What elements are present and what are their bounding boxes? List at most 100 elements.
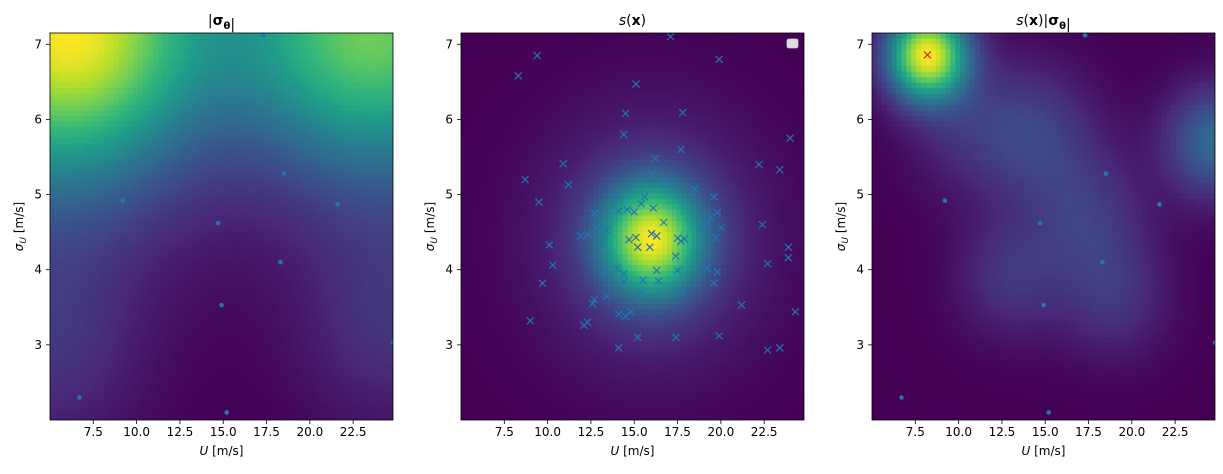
heatmap-cell — [353, 143, 360, 150]
heatmap-cell — [187, 381, 193, 388]
heatmap-cell — [197, 326, 203, 333]
heatmap-cell — [84, 176, 90, 183]
heatmap-cell — [334, 209, 340, 217]
heatmap-cell — [103, 171, 110, 178]
heatmap-cell — [299, 132, 306, 139]
heatmap-cell — [295, 187, 301, 194]
heatmap-cell — [108, 309, 115, 316]
heatmap-cell — [94, 353, 100, 360]
heatmap-cell — [157, 198, 164, 205]
heatmap-cell — [383, 375, 389, 382]
heatmap-cell — [167, 60, 174, 67]
heatmap-cell — [192, 88, 198, 95]
heatmap-cell — [280, 204, 286, 211]
heatmap-cell — [339, 138, 345, 145]
heatmap-cell — [231, 66, 237, 73]
heatmap-cell — [373, 88, 379, 95]
heatmap-cell — [192, 55, 198, 62]
heatmap-cell — [265, 287, 272, 294]
heatmap-cell — [221, 182, 227, 189]
heatmap-cell — [378, 237, 384, 244]
heatmap-cell — [162, 115, 169, 123]
heatmap-cell — [182, 287, 188, 294]
heatmap-cell — [285, 110, 291, 117]
heatmap-cell — [388, 320, 393, 327]
heatmap-cell — [236, 243, 242, 250]
plot-frame — [49, 32, 394, 421]
heatmap-cell — [295, 326, 301, 333]
heatmap-cell — [50, 259, 56, 266]
heatmap-cell — [275, 204, 281, 211]
heatmap-cell — [89, 33, 95, 40]
heatmap-cell — [69, 71, 76, 78]
heatmap-cell — [260, 176, 267, 183]
heatmap-cell — [358, 126, 365, 134]
heatmap-cell — [246, 342, 252, 349]
heatmap-cell — [143, 171, 149, 178]
heatmap-cell — [260, 138, 267, 145]
heatmap-cell — [64, 265, 71, 272]
heatmap-cell — [348, 49, 355, 56]
heatmap-cell — [221, 88, 227, 95]
heatmap-cell — [388, 171, 393, 178]
heatmap-cell — [123, 232, 129, 239]
heatmap-cell — [152, 276, 159, 283]
heatmap-cell — [138, 309, 144, 316]
heatmap-cell — [192, 303, 198, 311]
heatmap-cell — [348, 403, 355, 410]
heatmap-cell — [334, 287, 340, 294]
heatmap-cell — [103, 55, 110, 62]
heatmap-cell — [103, 82, 110, 89]
heatmap-cell — [246, 320, 252, 327]
heatmap-cell — [246, 353, 252, 360]
heatmap-cell — [358, 370, 365, 377]
heatmap-cell — [59, 66, 66, 73]
heatmap-cell — [358, 276, 365, 283]
heatmap-cell — [295, 375, 301, 382]
heatmap-cell — [99, 237, 105, 244]
heatmap-cell — [103, 331, 110, 338]
heatmap-cell — [197, 160, 203, 167]
heatmap-cell — [50, 99, 56, 106]
heatmap-cell — [378, 115, 384, 123]
heatmap-cell — [246, 93, 252, 100]
heatmap-cell — [89, 121, 95, 128]
heatmap-cell — [148, 149, 154, 156]
heatmap-cell — [74, 326, 80, 333]
heatmap-cell — [162, 403, 169, 410]
heatmap-cell — [128, 303, 134, 311]
heatmap-cell — [260, 126, 267, 134]
heatmap-cell — [255, 276, 262, 283]
heatmap-cell — [157, 370, 164, 377]
heatmap-cell — [265, 77, 272, 84]
heatmap-cell — [201, 149, 208, 156]
heatmap-cell — [108, 359, 115, 366]
heatmap-cell — [299, 165, 306, 172]
heatmap-cell — [152, 104, 159, 111]
heatmap-cell — [74, 232, 80, 239]
heatmap-cell — [211, 303, 218, 311]
heatmap-cell — [133, 104, 139, 111]
heatmap-cell — [255, 38, 262, 45]
heatmap-cell — [255, 60, 262, 67]
heatmap-cell — [192, 121, 198, 128]
heatmap-cell — [265, 132, 272, 139]
heatmap-cell — [197, 220, 203, 228]
heatmap-cell — [373, 375, 379, 382]
heatmap-cell — [280, 326, 286, 333]
heatmap-cell — [113, 348, 120, 355]
heatmap-cell — [319, 403, 325, 410]
heatmap-cell — [177, 397, 183, 405]
heatmap-cell — [344, 303, 350, 311]
heatmap-cell — [236, 386, 242, 393]
heatmap-cell — [280, 154, 286, 161]
heatmap-cell — [260, 342, 267, 349]
heatmap-cell — [275, 71, 281, 78]
heatmap-cell — [226, 403, 232, 410]
heatmap-cell — [236, 397, 242, 405]
heatmap-cell — [314, 237, 321, 244]
heatmap-cell — [231, 259, 237, 266]
heatmap-cell — [226, 248, 232, 255]
heatmap-cell — [216, 243, 223, 250]
heatmap-cell — [172, 342, 178, 349]
